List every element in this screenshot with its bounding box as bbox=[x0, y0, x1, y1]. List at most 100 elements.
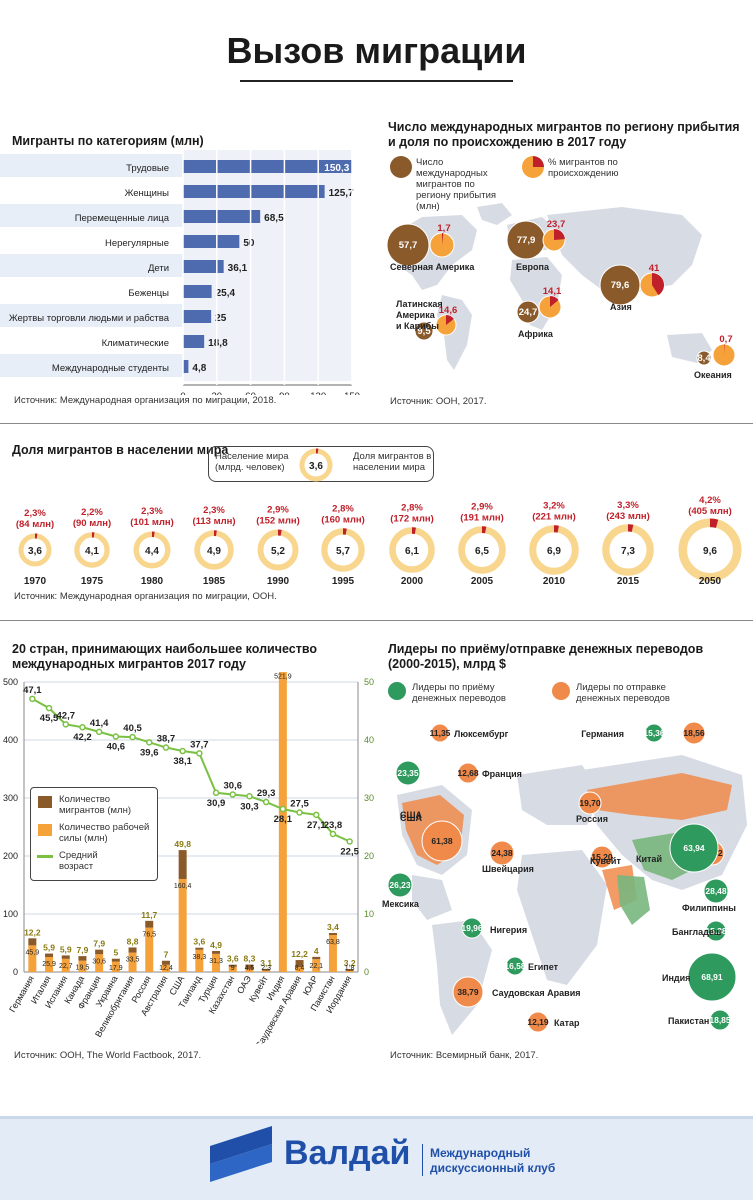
left-axis-tick: 0 bbox=[13, 967, 18, 977]
region-count-bubble bbox=[414, 321, 434, 341]
workforce-bar bbox=[345, 970, 354, 972]
left-axis-tick: 100 bbox=[3, 909, 18, 919]
population-value-label: 6,9 bbox=[547, 546, 561, 557]
sender-country-label: Люксембург bbox=[454, 729, 509, 739]
sender-country-label: Катар bbox=[554, 1018, 580, 1028]
receiver-value-label: 68,91 bbox=[701, 972, 723, 982]
workforce-bar bbox=[111, 961, 120, 972]
workforce-bar bbox=[295, 967, 304, 972]
category-value-label: 36,1 bbox=[228, 263, 248, 274]
valdai-logo-icon bbox=[210, 1126, 272, 1182]
sender-bubble bbox=[457, 762, 479, 784]
median-age-label: 30,6 bbox=[224, 781, 243, 792]
median-age-label: 30,3 bbox=[240, 801, 259, 812]
footer-brand[interactable]: Валдай bbox=[284, 1134, 411, 1172]
sender-country-label: Кувейт bbox=[590, 856, 621, 866]
migrants-count-label: (113 млн) bbox=[192, 516, 235, 527]
receiver-country-label: Мексика bbox=[382, 899, 420, 909]
sender-value-label: 38,79 bbox=[457, 987, 479, 997]
receiver-country-label: Нигерия bbox=[490, 925, 527, 935]
year-label: 1975 bbox=[81, 576, 104, 587]
workforce-value-label: 38,3 bbox=[193, 954, 207, 961]
population-value-label: 9,6 bbox=[703, 546, 717, 557]
share-legend-share: Доля мигрантов в населении мира bbox=[353, 451, 432, 473]
year-label: 2000 bbox=[401, 576, 424, 587]
migrants-count-label: (152 млн) bbox=[256, 515, 300, 526]
region-count-bubble bbox=[386, 223, 430, 267]
workforce-bar bbox=[262, 970, 271, 972]
share-pct-label: 4,2% bbox=[699, 495, 721, 506]
region-count-bubble bbox=[516, 300, 540, 324]
migrants-bar bbox=[161, 960, 170, 965]
receiver-value-label: 15,36 bbox=[643, 728, 665, 738]
left-axis-tick: 200 bbox=[3, 851, 18, 861]
section-divider-2 bbox=[0, 620, 753, 621]
title-underline bbox=[240, 80, 513, 82]
receiver-bubble bbox=[709, 1009, 731, 1031]
migrants-value-label: 8,3 bbox=[244, 954, 256, 964]
migrants-value-label: 7 bbox=[164, 950, 169, 960]
sender-country-label: США bbox=[400, 813, 423, 823]
countries-title-line1: 20 стран, принимающих наибольшее количес… bbox=[12, 642, 317, 656]
left-axis-tick: 500 bbox=[3, 677, 18, 687]
median-age-point bbox=[129, 733, 136, 741]
median-age-label: 23,8 bbox=[324, 820, 343, 831]
receiver-value-label: 28,48 bbox=[705, 886, 727, 896]
category-value-label: 4,8 bbox=[192, 363, 206, 374]
migrants-value-label: 3,6 bbox=[193, 937, 205, 947]
share-pct-label: 2,3% bbox=[24, 508, 46, 519]
left-axis-tick: 300 bbox=[3, 793, 18, 803]
category-row-band bbox=[0, 304, 183, 327]
migrants-bar bbox=[345, 969, 354, 971]
receiver-value-label: 23,35 bbox=[397, 768, 419, 778]
legend-send-label: Лидеры по отправке денежных переводов bbox=[576, 682, 670, 704]
region-count-bubble bbox=[696, 350, 712, 366]
receiver-value-label: 19,96 bbox=[461, 923, 483, 933]
median-age-point bbox=[162, 744, 170, 751]
migrants-value-label: 5,9 bbox=[43, 943, 55, 953]
legend-receive-swatch bbox=[388, 682, 406, 700]
migrants-bar bbox=[195, 947, 204, 950]
region-name-label: Азия bbox=[610, 302, 632, 312]
median-age-label: 40,5 bbox=[123, 723, 142, 734]
region-share-slice bbox=[554, 229, 565, 240]
median-age-label: 30,9 bbox=[207, 798, 226, 809]
region-map-title-line1: Число международных мигрантов по региону… bbox=[388, 120, 740, 134]
countries-combo-chart: 01002003004005000102030405012,245,9Герма… bbox=[3, 672, 374, 1044]
migrants-value-label: 5,9 bbox=[60, 944, 72, 954]
region-name-label: Европа bbox=[516, 262, 550, 272]
workforce-bar bbox=[178, 878, 187, 972]
migrants-value-label: 3,1 bbox=[260, 958, 272, 968]
receiver-bubble bbox=[395, 760, 421, 786]
category-value-label: 125,7 bbox=[329, 188, 354, 199]
category-label: Нерегулярные bbox=[105, 238, 169, 249]
median-age-label: 29,3 bbox=[257, 788, 276, 799]
receiver-bubble bbox=[669, 823, 719, 873]
migrants-bar bbox=[245, 964, 254, 970]
region-name-label: Латинская bbox=[396, 299, 443, 309]
x-tick-label: 60 bbox=[245, 391, 256, 395]
category-label: Женщины bbox=[125, 188, 170, 199]
sender-country-label: Россия bbox=[576, 814, 608, 824]
workforce-bar bbox=[312, 959, 321, 972]
workforce-value-label: 9 bbox=[231, 965, 235, 972]
category-row-band bbox=[0, 154, 183, 177]
migrants-bar bbox=[61, 955, 70, 959]
median-age-point bbox=[329, 830, 337, 838]
year-label: 2050 bbox=[699, 576, 722, 587]
footer-line2: дискуссионный клуб bbox=[430, 1161, 556, 1175]
workforce-bar bbox=[195, 949, 204, 972]
migrants-value-label: 7,9 bbox=[93, 939, 105, 949]
migrants-value-label: 4,9 bbox=[210, 940, 222, 950]
region-share-slice bbox=[446, 315, 454, 325]
workforce-value-label: 22,7 bbox=[59, 963, 73, 970]
population-value-label: 4,9 bbox=[207, 546, 221, 557]
median-age-label: 38,7 bbox=[157, 734, 176, 745]
category-bar bbox=[183, 360, 189, 373]
sender-value-label: 61,38 bbox=[431, 836, 453, 846]
workforce-value-label: 31,3 bbox=[209, 958, 223, 965]
workforce-value-label: 1,8 bbox=[345, 965, 355, 972]
migrants-bar bbox=[228, 964, 237, 967]
median-age-label: 27,1 bbox=[307, 820, 326, 831]
workforce-bar bbox=[278, 672, 287, 972]
